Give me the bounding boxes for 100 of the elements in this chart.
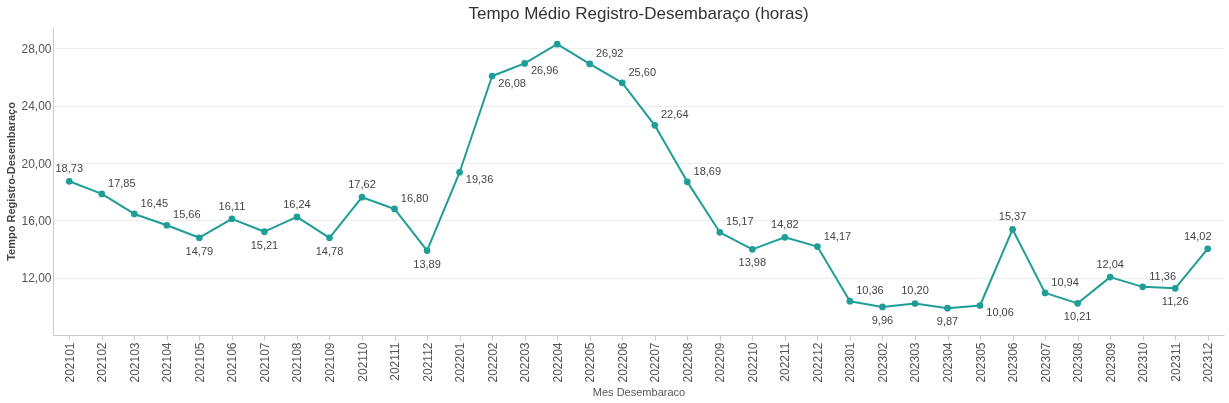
point bbox=[651, 121, 659, 129]
y-tick-label: 16,00 bbox=[21, 213, 52, 228]
point bbox=[716, 228, 724, 236]
point bbox=[944, 304, 951, 312]
data-label: 15,66 bbox=[173, 208, 201, 221]
point bbox=[1171, 284, 1179, 292]
point bbox=[228, 215, 236, 223]
x-tick-label: 202306 bbox=[1006, 342, 1021, 383]
data-label: 26,92 bbox=[595, 46, 624, 59]
point bbox=[1074, 299, 1081, 307]
point bbox=[618, 79, 626, 87]
x-tick-label: 202304 bbox=[941, 342, 956, 383]
data-label: 16,45 bbox=[140, 196, 169, 209]
x-tick-label: 202110 bbox=[355, 342, 370, 382]
data-label: 11,36 bbox=[1149, 269, 1177, 282]
chart-title: Tempo Médio Registro-Desembaraço (horas) bbox=[468, 4, 809, 23]
data-label: 18,69 bbox=[693, 164, 722, 177]
data-label: 17,85 bbox=[108, 176, 136, 189]
data-label: 14,82 bbox=[771, 218, 799, 231]
data-label: 15,37 bbox=[998, 210, 1027, 223]
x-tick-label: 202103 bbox=[127, 342, 142, 383]
data-label: 26,08 bbox=[498, 76, 526, 89]
x-tick-label: 202212 bbox=[810, 342, 825, 383]
point bbox=[130, 210, 138, 218]
data-label: 9,87 bbox=[936, 315, 959, 328]
data-label: 22,64 bbox=[661, 108, 689, 121]
point bbox=[879, 303, 886, 311]
point bbox=[781, 233, 789, 241]
x-tick-label: 202309 bbox=[1103, 342, 1118, 383]
x-tick-label: 202205 bbox=[583, 342, 598, 383]
point bbox=[196, 234, 203, 242]
x-tick-label: 202105 bbox=[192, 342, 207, 383]
x-tick-label: 202311 bbox=[1168, 342, 1183, 382]
point bbox=[1139, 283, 1147, 291]
point bbox=[553, 40, 561, 48]
point bbox=[488, 72, 496, 80]
x-tick-label: 202211 bbox=[778, 342, 793, 382]
x-tick-label: 202106 bbox=[225, 342, 240, 383]
point bbox=[293, 213, 301, 221]
data-label: 15,21 bbox=[250, 238, 279, 251]
y-axis-title: Tempo Registro-Desembaraço bbox=[5, 101, 18, 261]
x-tick-label: 202112 bbox=[420, 342, 435, 382]
y-tick-label: 28,00 bbox=[21, 41, 52, 56]
point bbox=[521, 60, 529, 67]
data-label: 13,98 bbox=[738, 256, 767, 269]
point bbox=[1009, 226, 1016, 233]
data-label: 10,06 bbox=[986, 306, 1014, 319]
x-tick-label: 202302 bbox=[875, 342, 890, 383]
y-tick-label: 12,00 bbox=[21, 271, 52, 286]
data-label: 25,60 bbox=[628, 65, 656, 78]
x-tick-label: 202303 bbox=[908, 342, 923, 383]
point bbox=[326, 234, 333, 242]
x-tick-label: 202201 bbox=[453, 342, 468, 383]
data-label: 18,73 bbox=[55, 162, 84, 175]
point bbox=[1106, 273, 1114, 281]
data-label: 17,62 bbox=[348, 178, 376, 191]
point bbox=[423, 247, 431, 254]
data-label: 14,17 bbox=[823, 229, 852, 242]
x-tick-label: 202301 bbox=[843, 342, 858, 383]
point bbox=[976, 302, 984, 309]
data-label: 16,80 bbox=[400, 191, 429, 204]
x-tick-label: 202203 bbox=[518, 342, 533, 383]
x-tick-label: 202101 bbox=[62, 342, 77, 383]
x-tick-label: 202102 bbox=[95, 342, 110, 383]
data-label: 14,78 bbox=[315, 244, 344, 257]
x-tick-label: 202109 bbox=[322, 342, 337, 383]
x-tick-label: 202308 bbox=[1071, 342, 1086, 383]
point bbox=[391, 205, 398, 213]
x-tick-label: 202312 bbox=[1201, 342, 1216, 383]
x-tick-label: 202108 bbox=[290, 342, 305, 383]
point bbox=[163, 221, 171, 229]
point bbox=[65, 177, 73, 185]
x-tick-label: 202307 bbox=[1038, 342, 1053, 383]
point bbox=[1204, 245, 1212, 253]
x-tick-label: 202207 bbox=[648, 342, 663, 383]
data-label: 10,94 bbox=[1051, 275, 1079, 288]
data-label: 12,04 bbox=[1096, 258, 1124, 271]
x-tick-label: 202104 bbox=[160, 342, 175, 383]
data-label: 13,89 bbox=[413, 257, 441, 270]
point bbox=[358, 193, 366, 201]
data-label: 9,96 bbox=[871, 313, 894, 326]
x-tick-label: 202305 bbox=[973, 342, 988, 383]
data-label: 15,17 bbox=[726, 215, 754, 228]
point bbox=[683, 178, 691, 186]
y-tick-label: 20,00 bbox=[21, 156, 52, 171]
point bbox=[846, 297, 854, 305]
data-label: 10,36 bbox=[856, 284, 884, 297]
point bbox=[98, 190, 106, 198]
x-tick-label: 202210 bbox=[745, 342, 760, 383]
x-axis-title: Mes Desembaraco bbox=[592, 385, 686, 398]
data-label: 16,24 bbox=[283, 197, 311, 210]
point bbox=[1041, 289, 1049, 297]
x-tick-label: 202204 bbox=[550, 342, 565, 383]
point bbox=[814, 243, 821, 250]
data-label: 14,02 bbox=[1183, 229, 1212, 242]
data-label: 10,21 bbox=[1063, 310, 1092, 323]
x-tick-label: 202111 bbox=[388, 342, 403, 381]
data-label: 14,79 bbox=[185, 244, 214, 257]
point bbox=[586, 60, 594, 68]
data-label: 26,96 bbox=[530, 64, 559, 77]
